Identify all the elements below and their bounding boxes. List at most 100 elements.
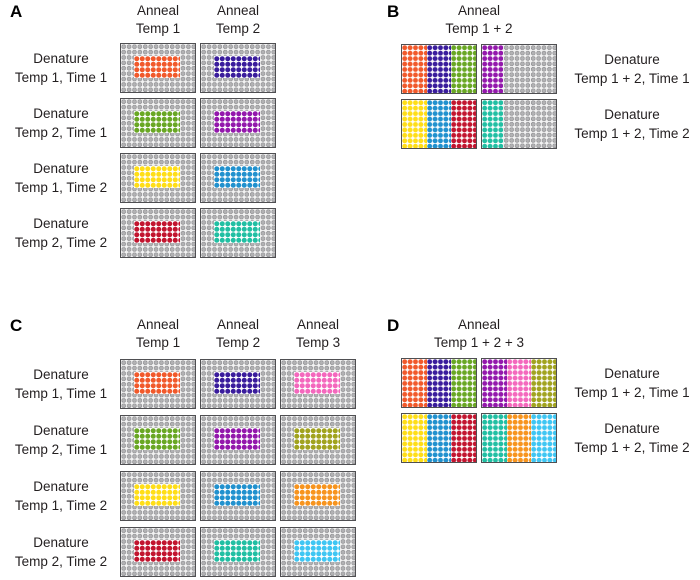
panel-d-header-spacer (561, 316, 700, 352)
panel-c-header-spacer (6, 316, 116, 352)
row-label-line: Denature (33, 216, 89, 231)
column-header-anneal-temp1: Anneal Temp 1 (120, 316, 196, 352)
panel-b: Anneal Temp 1 + 2 Denature Temp 1 + 2, T… (401, 2, 700, 149)
row-label-line: Denature (604, 106, 660, 122)
sample-well-block (214, 372, 260, 394)
plate-fill (482, 100, 556, 148)
well-plate (120, 208, 196, 258)
header-line: Anneal (136, 317, 180, 332)
sample-well-block (214, 111, 260, 133)
sample-well-block (294, 372, 340, 394)
sample-well-column (426, 100, 452, 148)
row-label-line: Denature (33, 161, 89, 176)
sample-well-block (134, 428, 180, 450)
well-plate (280, 471, 356, 521)
header-line: Temp 1 + 2 (445, 21, 513, 36)
header-line: Anneal (216, 317, 260, 332)
row-label-line: Temp 1, Time 2 (14, 180, 108, 195)
panel-c-letter: C (10, 316, 23, 335)
row-label-denature-t1-time1: Denature Temp 1, Time 1 (6, 365, 116, 403)
header-line: Temp 2 (215, 21, 261, 36)
sample-well-column (426, 45, 452, 93)
row-label-line: Denature (33, 534, 89, 550)
row-label-denature-t2-time2: Denature Temp 2, Time 2 (6, 533, 116, 571)
well-plate (481, 358, 557, 408)
sample-well-column (482, 45, 503, 93)
row-label-line: Temp 2, Time 1 (14, 441, 108, 457)
well-plate (200, 527, 276, 577)
header-line: Anneal (296, 317, 340, 332)
well-plate (120, 471, 196, 521)
row-label-denature-t1-time2: Denature Temp 1, Time 2 (6, 477, 116, 515)
row-label-line: Denature (33, 51, 89, 66)
well-plate (200, 208, 276, 258)
sample-well-block (214, 484, 260, 506)
row-label-denature-t1plus2-time2: Denature Temp 1 + 2, Time 2 (561, 105, 700, 143)
plate-fill (402, 45, 477, 93)
row-label-denature-t1plus2-time1: Denature Temp 1 + 2, Time 1 (561, 364, 700, 402)
plate-fill (482, 414, 557, 462)
sample-well-column (506, 359, 532, 407)
sample-well-column (482, 100, 503, 148)
sample-well-column (451, 414, 477, 462)
sample-well-block (214, 428, 260, 450)
sample-well-column (402, 359, 427, 407)
header-line: Anneal (457, 317, 501, 332)
well-plate (200, 153, 276, 203)
column-header-anneal-temp2: Anneal Temp 2 (200, 316, 276, 352)
panel-d: Anneal Temp 1 + 2 + 3 Denature Temp 1 + … (401, 316, 700, 463)
sample-well-column (402, 45, 427, 93)
plate-fill (402, 359, 477, 407)
well-plate (120, 415, 196, 465)
column-header-anneal-temp2: Anneal Temp 2 (200, 2, 276, 38)
header-line: Temp 2 (215, 335, 261, 350)
sample-well-column (426, 359, 452, 407)
sample-well-column (402, 100, 427, 148)
sample-well-column (506, 414, 532, 462)
row-label-line: Temp 1 + 2, Time 2 (574, 125, 690, 141)
panel-a-letter: A (10, 2, 23, 21)
well-plate (481, 99, 557, 149)
row-label-denature-t1plus2-time1: Denature Temp 1 + 2, Time 1 (561, 50, 700, 88)
panel-d-letter: D (387, 316, 400, 335)
row-label-line: Denature (33, 366, 89, 382)
header-line: Temp 1 (135, 335, 181, 350)
row-label-line: Temp 2, Time 2 (14, 235, 108, 250)
row-label-line: Temp 1, Time 1 (14, 385, 108, 401)
sample-well-block (214, 221, 260, 243)
header-line: Anneal (216, 3, 260, 18)
sample-well-block (134, 372, 180, 394)
panel-a: Anneal Temp 1 Anneal Temp 2 Denature Tem… (6, 2, 276, 258)
sample-well-block (214, 166, 260, 188)
sample-well-column (402, 414, 427, 462)
sample-well-column (451, 45, 477, 93)
well-plate (401, 413, 477, 463)
well-plate (401, 99, 477, 149)
sample-well-block (214, 540, 260, 562)
well-plate (481, 413, 557, 463)
header-line: Temp 1 + 2 + 3 (433, 335, 525, 350)
row-label-denature-t1-time2: Denature Temp 1, Time 2 (6, 159, 116, 197)
well-plate (401, 358, 477, 408)
row-label-line: Denature (604, 365, 660, 381)
panel-b-header-spacer (561, 2, 700, 38)
row-label-line: Temp 1, Time 1 (14, 70, 108, 85)
row-label-line: Temp 1, Time 2 (14, 497, 108, 513)
row-label-line: Temp 1 + 2, Time 1 (574, 384, 690, 400)
sample-well-block (134, 56, 180, 78)
well-plate (120, 153, 196, 203)
row-label-line: Temp 1 + 2, Time 1 (574, 70, 690, 86)
panel-c: Anneal Temp 1 Anneal Temp 2 Anneal Temp … (6, 316, 356, 577)
well-plate (120, 98, 196, 148)
well-plate (280, 415, 356, 465)
row-label-line: Denature (604, 420, 660, 436)
sample-well-column (531, 359, 557, 407)
sample-well-block (134, 540, 180, 562)
plate-fill (402, 414, 477, 462)
column-header-anneal-temp1plus2plus3: Anneal Temp 1 + 2 + 3 (401, 316, 557, 352)
row-label-denature-t2-time1: Denature Temp 2, Time 1 (6, 421, 116, 459)
sample-well-block (294, 428, 340, 450)
sample-well-block (294, 540, 340, 562)
well-plate (401, 44, 477, 94)
